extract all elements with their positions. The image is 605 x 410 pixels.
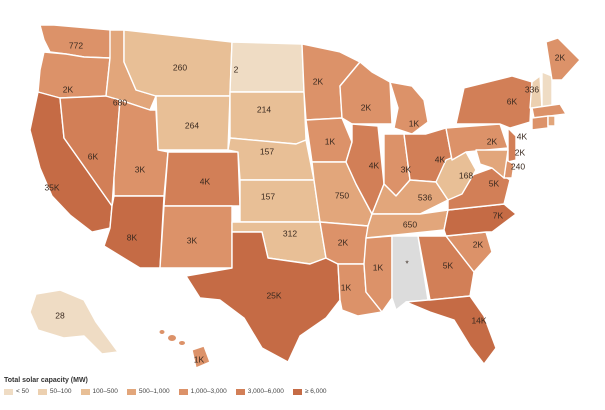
legend-swatch: [37, 388, 47, 395]
state-label-sc: 2K: [473, 239, 484, 249]
state-ks: [239, 179, 321, 223]
state-label-wa: 772: [69, 40, 83, 50]
legend-item: 1,000–3,000: [178, 388, 227, 395]
us-states-map: 772 2K 35K 6K 680 260 264 3K 8K 4K 3K 2 214 157 157 312…: [29, 24, 581, 369]
state-label-fl: 14K: [471, 315, 486, 325]
state-label-la: 1K: [341, 282, 352, 292]
state-label-al: *: [405, 258, 409, 268]
state-label-me: 2K: [555, 52, 566, 62]
state-label-ca: 35K: [44, 182, 59, 192]
legend-swatch: [292, 388, 302, 395]
state-ga: [417, 235, 475, 301]
state-label-co: 4K: [200, 176, 211, 186]
legend: Total solar capacity (MW) < 50 50–100 100–…: [4, 377, 604, 395]
state-label-in: 3K: [401, 164, 412, 174]
legend-label: 50–100: [49, 388, 72, 395]
state-label-mt: 260: [173, 62, 187, 72]
legend-swatch: [235, 388, 245, 395]
state-label-ks: 157: [261, 191, 275, 201]
legend-item: < 50: [4, 388, 29, 395]
state-hi: [191, 345, 211, 369]
state-ak: [29, 289, 119, 355]
state-md: [475, 149, 509, 179]
legend-label: < 50: [16, 388, 29, 395]
state-wi: [339, 61, 393, 125]
state-label-ok: 312: [283, 228, 297, 238]
legend-item: 50–100: [37, 388, 72, 395]
legend-item: 3,000–6,000: [235, 388, 284, 395]
state-label-mn: 2K: [313, 76, 324, 86]
legend-title: Total solar capacity (MW): [4, 377, 88, 384]
state-nd: [229, 41, 305, 93]
state-label-nm: 3K: [187, 235, 198, 245]
state-il: [345, 123, 385, 215]
state-label-ia: 1K: [325, 136, 336, 146]
state-label-ky: 536: [418, 192, 432, 202]
state-mi: [389, 81, 429, 135]
legend-swatch: [80, 388, 90, 395]
state-me: [545, 37, 581, 81]
state-label-nd: 2: [234, 64, 239, 74]
state-fl: [405, 295, 497, 365]
state-label-id: 680: [113, 97, 127, 107]
legend-swatch: [178, 388, 188, 395]
legend-label: 100–500: [92, 388, 118, 395]
state-label-il: 4K: [369, 160, 380, 170]
state-label-de: 2K: [515, 147, 526, 157]
state-label-mo: 750: [335, 190, 349, 200]
legend-item: 100–500: [80, 388, 118, 395]
state-label-oh: 4K: [435, 154, 446, 164]
state-label-sd: 214: [257, 104, 271, 114]
state-label-or: 2K: [63, 84, 74, 94]
legend-swatch: [4, 388, 13, 395]
state-label-nv: 6K: [88, 151, 99, 161]
legend-items: < 50 50–100 100–500 500–1,000 1,000–3,000 3,0…: [4, 388, 604, 395]
state-label-tn: 650: [403, 219, 417, 229]
state-label-hi: 1K: [194, 354, 205, 364]
state-label-az: 8K: [127, 232, 138, 242]
legend-label: ≥ 6,000: [304, 388, 327, 395]
state-or: [37, 51, 111, 99]
state-ct: [531, 115, 549, 131]
legend-label: 500–1,000: [138, 388, 170, 395]
state-nj: [507, 127, 517, 163]
hawaii-island-1: [168, 335, 176, 341]
state-label-wi: 2K: [361, 102, 372, 112]
state-label-nj: 4K: [517, 131, 528, 141]
state-label-ny: 6K: [507, 96, 518, 106]
state-ky: [371, 179, 449, 215]
state-label-ak: 28: [55, 310, 65, 320]
state-label-mi: 1K: [409, 118, 420, 128]
state-label-pa: 2K: [487, 136, 498, 146]
state-nm: [159, 205, 233, 269]
state-ri: [547, 115, 556, 127]
state-label-wy: 264: [185, 120, 199, 130]
state-nh: [541, 71, 553, 109]
legend-item: ≥ 6,000: [292, 388, 327, 395]
state-label-ne: 157: [260, 146, 274, 156]
hawaii-island-3: [159, 330, 165, 334]
state-sd: [229, 91, 307, 145]
state-label-va: 5K: [489, 178, 500, 188]
state-label-ar: 2K: [338, 237, 349, 247]
state-label-md: 240: [511, 161, 525, 171]
state-label-ms: 1K: [373, 262, 384, 272]
legend-label: 3,000–6,000: [247, 388, 284, 395]
state-label-tx: 25K: [266, 290, 281, 300]
state-ma: [531, 103, 567, 119]
legend-item: 500–1,000: [126, 388, 170, 395]
legend-label: 1,000–3,000: [190, 388, 227, 395]
state-tx: [185, 231, 341, 363]
state-label-ut: 3K: [135, 164, 146, 174]
state-label-ga: 5K: [443, 260, 454, 270]
state-ny: [455, 75, 533, 129]
state-label-nc: 7K: [493, 210, 504, 220]
state-label-vt: 336: [525, 84, 539, 94]
legend-swatch: [126, 388, 136, 395]
state-label-wv: 168: [459, 170, 473, 180]
hawaii-island-2: [179, 341, 185, 345]
state-ne: [227, 137, 315, 181]
